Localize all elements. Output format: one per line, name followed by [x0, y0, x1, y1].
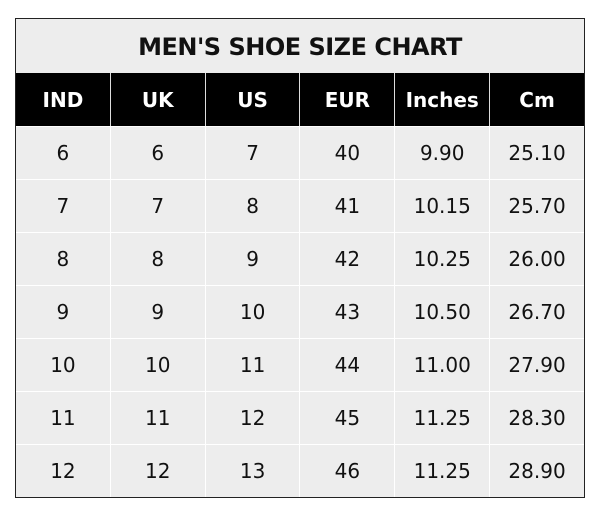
table-cell: 8	[205, 179, 301, 232]
table-cell: 44	[300, 338, 396, 391]
table-cell: 9	[16, 285, 111, 338]
table-cell: 9	[205, 232, 301, 285]
table-cell: 45	[300, 391, 396, 444]
table-row: 7 7 8 41 10.15 25.70	[16, 179, 584, 232]
table-cell: 40	[300, 126, 396, 179]
table-cell: 12	[205, 391, 301, 444]
table-row: 6 6 7 40 9.90 25.10	[16, 126, 584, 179]
table-cell: 6	[16, 126, 111, 179]
table-cell: 26.00	[490, 232, 584, 285]
table-cell: 9.90	[395, 126, 491, 179]
column-header: UK	[111, 73, 206, 126]
table-row: 9 9 10 43 10.50 26.70	[16, 285, 584, 338]
table-cell: 11.00	[395, 338, 491, 391]
table-cell: 8	[110, 232, 206, 285]
table-cell: 6	[110, 126, 206, 179]
header-row: IND UK US EUR Inches Cm	[16, 73, 584, 126]
table-cell: 27.90	[490, 338, 584, 391]
column-header: EUR	[300, 73, 396, 126]
table-cell: 25.10	[490, 126, 584, 179]
column-header: US	[206, 73, 301, 126]
table-row: 12 12 13 46 11.25 28.90	[16, 444, 584, 497]
table-cell: 41	[300, 179, 396, 232]
table-cell: 7	[16, 179, 111, 232]
column-header: Cm	[519, 87, 555, 112]
table-cell: 13	[205, 444, 301, 497]
table-title: MEN'S SHOE SIZE CHART	[138, 33, 462, 61]
table-cell: 10.15	[395, 179, 491, 232]
table-cell: 9	[110, 285, 206, 338]
table-cell: 11	[110, 391, 206, 444]
table-cell: 12	[110, 444, 206, 497]
table-cell: 42	[300, 232, 396, 285]
table-cell: 43	[300, 285, 396, 338]
table-cell: 28.90	[490, 444, 584, 497]
table-cell: 26.70	[490, 285, 584, 338]
table-cell: 11.25	[395, 391, 491, 444]
table-cell: 10	[110, 338, 206, 391]
table-cell: 10.50	[395, 285, 491, 338]
table-row: 10 10 11 44 11.00 27.90	[16, 338, 584, 391]
table-cell: 11.25	[395, 444, 491, 497]
column-header: IND	[16, 73, 111, 126]
table-row: 11 11 12 45 11.25 28.30	[16, 391, 584, 444]
table-cell: 7	[110, 179, 206, 232]
column-header: Inches	[395, 73, 491, 126]
table-cell: 46	[300, 444, 396, 497]
table-cell: 11	[205, 338, 301, 391]
table-row: 8 8 9 42 10.25 26.00	[16, 232, 584, 285]
table-cell: 12	[16, 444, 111, 497]
table-cell: 11	[16, 391, 111, 444]
table-cell: 10	[16, 338, 111, 391]
shoe-size-table: MEN'S SHOE SIZE CHART IND UK US EUR Inch…	[15, 18, 585, 498]
table-cell: 25.70	[490, 179, 584, 232]
table-cell: 10	[205, 285, 301, 338]
table-cell: 7	[205, 126, 301, 179]
table-cell: 8	[16, 232, 111, 285]
table-cell: 10.25	[395, 232, 491, 285]
table-cell: 28.30	[490, 391, 584, 444]
